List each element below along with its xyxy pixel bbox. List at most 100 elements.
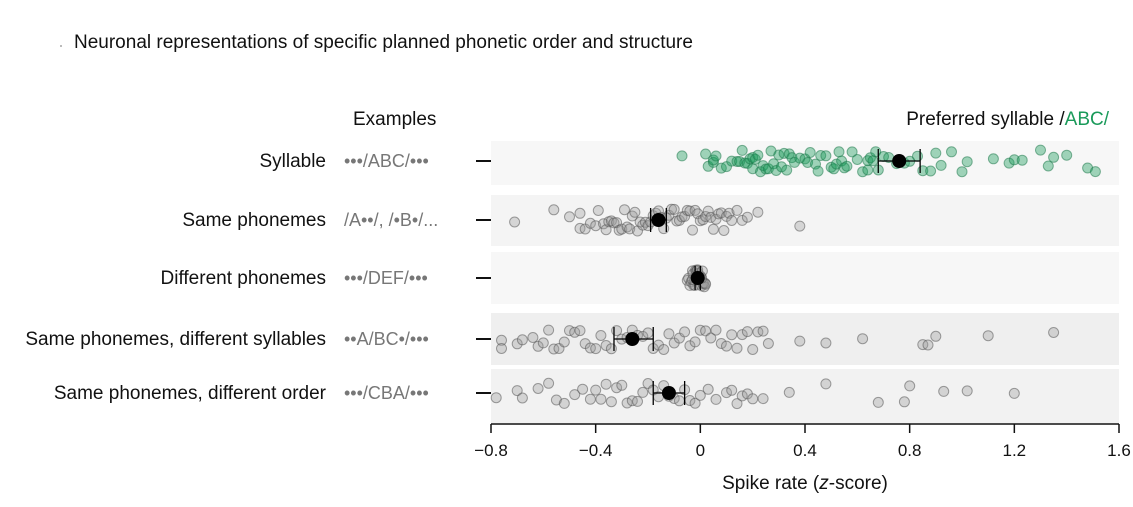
mean-marker bbox=[690, 271, 705, 285]
title-marker bbox=[60, 45, 62, 47]
data-point bbox=[741, 211, 753, 223]
data-point bbox=[611, 382, 623, 394]
data-point bbox=[564, 211, 575, 223]
x-tick-label: 1.2 bbox=[1003, 441, 1027, 460]
row-summaries bbox=[613, 149, 921, 405]
data-point bbox=[741, 326, 753, 338]
data-point bbox=[946, 146, 957, 158]
data-point bbox=[904, 380, 916, 392]
data-point bbox=[687, 224, 698, 236]
data-point bbox=[812, 165, 824, 177]
data-point bbox=[516, 334, 528, 346]
data-point bbox=[930, 147, 942, 159]
data-point bbox=[590, 384, 602, 396]
data-point bbox=[516, 392, 528, 404]
data-point bbox=[629, 206, 641, 218]
data-point bbox=[820, 150, 832, 162]
data-point bbox=[938, 385, 950, 397]
data-point bbox=[925, 165, 937, 177]
data-point bbox=[584, 217, 596, 229]
data-point bbox=[537, 337, 549, 349]
data-point bbox=[710, 324, 722, 336]
data-point bbox=[1008, 154, 1020, 166]
data-point bbox=[1089, 166, 1101, 178]
x-tick-label: −0.8 bbox=[474, 441, 508, 460]
data-point bbox=[702, 205, 714, 217]
chart-title: Neuronal representations of specific pla… bbox=[74, 32, 693, 53]
row-labels: Syllable •••/ABC/••• Same phonemes/A••/, /… bbox=[25, 151, 491, 404]
data-point bbox=[726, 329, 738, 341]
row-bands bbox=[491, 141, 1119, 423]
data-point bbox=[736, 329, 748, 341]
data-point bbox=[707, 156, 719, 168]
preferred-syllable-header: Preferred syllable /ABC/ bbox=[906, 109, 1109, 130]
data-point bbox=[1048, 327, 1060, 338]
row-example: ••A/BC•/••• bbox=[344, 329, 429, 349]
data-point bbox=[1048, 151, 1060, 163]
data-point bbox=[532, 383, 544, 394]
data-point bbox=[584, 393, 596, 405]
data-point bbox=[846, 146, 858, 158]
row-band bbox=[491, 252, 1119, 304]
data-point bbox=[731, 204, 743, 216]
data-point bbox=[689, 397, 701, 409]
data-point bbox=[705, 332, 717, 344]
row-example: •••/CBA/••• bbox=[344, 383, 429, 403]
data-point bbox=[574, 207, 586, 219]
data-point bbox=[700, 148, 712, 160]
x-tick-label: 0.8 bbox=[898, 441, 922, 460]
data-point bbox=[721, 387, 732, 399]
row-band bbox=[491, 369, 1119, 423]
data-point bbox=[710, 150, 722, 162]
preferred-syllable-text: Preferred syllable / bbox=[906, 109, 1065, 130]
row-band bbox=[491, 195, 1119, 246]
row-label: Same phonemes, different order bbox=[54, 383, 327, 404]
data-point bbox=[851, 154, 863, 165]
data-point bbox=[548, 204, 560, 216]
data-point bbox=[558, 336, 570, 348]
data-point bbox=[637, 386, 649, 398]
x-tick-label: 0.4 bbox=[793, 441, 817, 460]
row-label: Different phonemes bbox=[161, 268, 326, 289]
data-point bbox=[676, 150, 688, 162]
data-point bbox=[710, 393, 722, 405]
data-point bbox=[616, 379, 628, 391]
data-point bbox=[595, 393, 607, 405]
data-point bbox=[726, 215, 738, 226]
data-point bbox=[752, 149, 764, 161]
examples-header: Examples bbox=[353, 109, 436, 130]
data-point bbox=[736, 144, 748, 156]
data-point bbox=[726, 384, 738, 396]
data-point bbox=[574, 325, 586, 337]
data-point bbox=[982, 330, 994, 342]
data-point bbox=[605, 343, 617, 355]
data-point bbox=[872, 396, 884, 408]
data-point bbox=[592, 205, 604, 216]
row-example: /A••/, /•B•/... bbox=[344, 210, 438, 230]
data-point bbox=[747, 393, 759, 405]
data-point bbox=[721, 340, 732, 352]
data-point bbox=[707, 223, 719, 235]
row-example: •••/ABC/••• bbox=[344, 151, 429, 171]
data-point bbox=[527, 332, 539, 343]
data-point bbox=[509, 216, 521, 228]
data-point bbox=[577, 383, 589, 395]
data-point bbox=[605, 396, 617, 408]
data-point bbox=[794, 220, 806, 232]
data-point bbox=[600, 224, 612, 236]
x-axis-label: Spike rate (z-score) bbox=[722, 473, 888, 494]
x-axis: −0.8 −0.4 0 0.4 0.8 1.2 1.6 bbox=[474, 423, 1131, 460]
data-point bbox=[1042, 160, 1054, 172]
data-point bbox=[590, 343, 602, 355]
data-point bbox=[820, 378, 832, 390]
data-point bbox=[804, 147, 816, 158]
data-point bbox=[718, 225, 730, 236]
data-point bbox=[922, 339, 934, 351]
data-point bbox=[511, 385, 523, 397]
data-point bbox=[600, 378, 612, 390]
data-point bbox=[757, 325, 769, 337]
data-point bbox=[747, 344, 759, 355]
data-point bbox=[781, 164, 793, 176]
data-point bbox=[783, 386, 795, 398]
mean-marker bbox=[661, 386, 676, 400]
